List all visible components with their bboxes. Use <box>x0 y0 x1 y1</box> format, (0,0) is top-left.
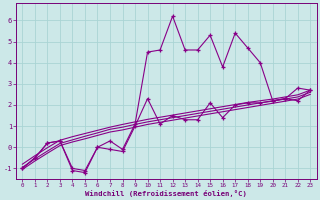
X-axis label: Windchill (Refroidissement éolien,°C): Windchill (Refroidissement éolien,°C) <box>85 190 247 197</box>
